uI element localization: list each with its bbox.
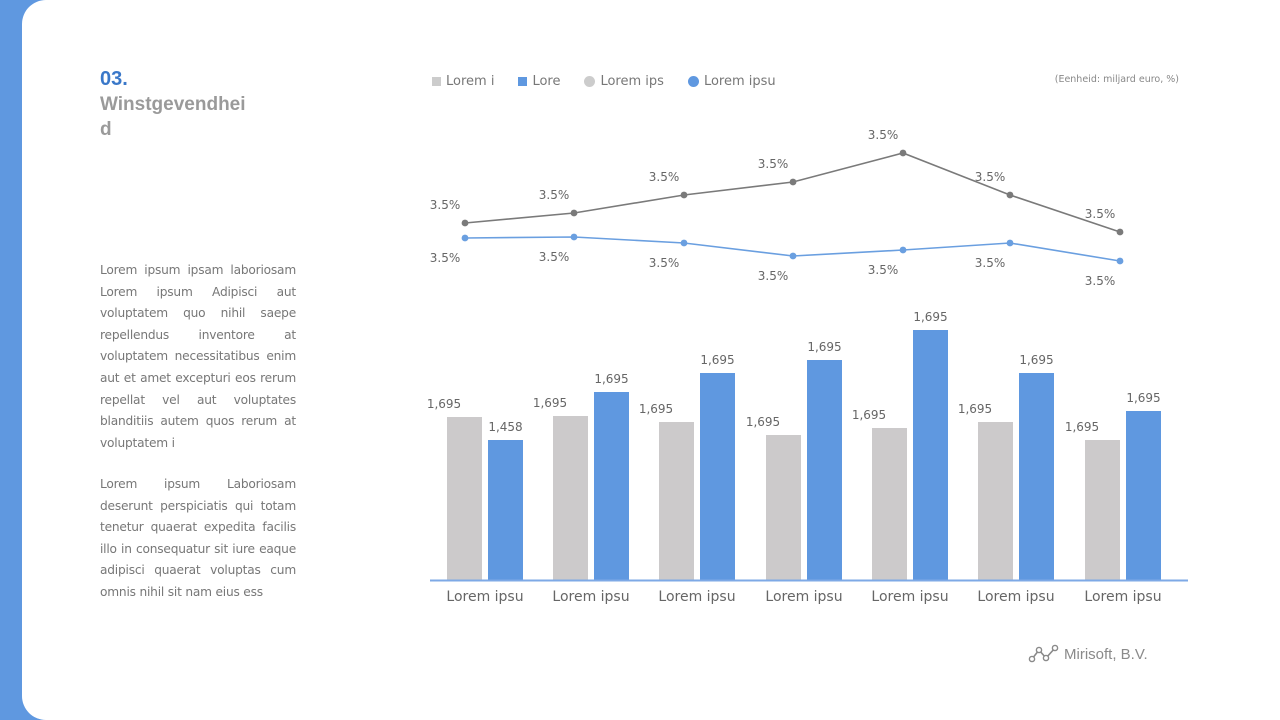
- legend-label: Lorem i: [446, 73, 495, 89]
- data-point: [461, 234, 469, 242]
- data-point: [1116, 228, 1124, 236]
- point-label: 3.5%: [430, 198, 461, 212]
- category-label: Lorem ipsu: [552, 589, 629, 605]
- bar-blue: [1126, 411, 1161, 580]
- legend-swatch-circle-icon: [687, 75, 699, 87]
- legend-label: Lorem ipsu: [703, 73, 776, 89]
- bar-blue: [913, 330, 948, 580]
- bar-value-label: 1,695: [807, 340, 841, 354]
- data-point: [461, 219, 469, 227]
- category-label: Lorem ipsu: [977, 589, 1054, 605]
- data-point: [1006, 191, 1014, 199]
- legend-item-gray-bar: Lorem i: [432, 74, 494, 89]
- data-point: [789, 252, 797, 260]
- point-label: 3.5%: [539, 188, 570, 202]
- point-label: 3.5%: [1085, 207, 1116, 221]
- company-name: Mirisoft, B.V.: [1064, 645, 1148, 663]
- bar-value-label: 1,695: [700, 353, 734, 367]
- point-label: 3.5%: [649, 256, 680, 270]
- legend-swatch-square-icon: [518, 76, 528, 86]
- category-label: Lorem ipsu: [871, 589, 948, 605]
- point-label: 3.5%: [1085, 274, 1116, 288]
- data-point: [899, 246, 907, 254]
- footer-brand: Mirisoft, B.V.: [1028, 644, 1148, 664]
- bar-value-label: 1,458: [488, 420, 522, 434]
- category-label: Lorem ipsu: [446, 589, 523, 605]
- bar-blue: [700, 373, 735, 580]
- data-point: [570, 209, 578, 217]
- legend-label: Lorem ips: [600, 73, 664, 89]
- point-label: 3.5%: [975, 256, 1006, 270]
- category-label: Lorem ipsu: [658, 589, 735, 605]
- legend-swatch-circle-icon: [584, 75, 596, 87]
- legend-item-blue-bar: Lore: [518, 74, 560, 89]
- chart-legend: Lorem i Lore Lorem ips Lorem ipsu: [432, 72, 800, 90]
- bar-value-label: 1,695: [639, 402, 673, 416]
- bar-blue: [488, 440, 523, 580]
- legend-item-gray-line: Lorem ips: [584, 73, 664, 89]
- point-label: 3.5%: [868, 263, 899, 277]
- category-label: Lorem ipsu: [1084, 589, 1161, 605]
- bar-blue: [594, 392, 629, 580]
- data-point: [570, 233, 578, 241]
- point-label: 3.5%: [868, 128, 899, 142]
- category-label: Lorem ipsu: [765, 589, 842, 605]
- data-point: [789, 178, 797, 186]
- bar-value-label: 1,695: [533, 396, 567, 410]
- unit-note: (Eenheid: miljard euro, %): [1054, 74, 1179, 85]
- bar-gray: [447, 417, 482, 580]
- data-point: [1006, 239, 1014, 247]
- bar-value-label: 1,695: [958, 402, 992, 416]
- data-point: [680, 239, 688, 247]
- data-point: [899, 149, 907, 157]
- bar-value-label: 1,695: [1019, 353, 1053, 367]
- bar-blue: [807, 360, 842, 580]
- bar-value-label: 1,695: [913, 310, 947, 324]
- body-paragraph-1: Lorem ipsum ipsam laboriosam Lorem ipsum…: [100, 263, 296, 450]
- bar-gray: [553, 416, 588, 580]
- legend-item-blue-line: Lorem ipsu: [687, 73, 776, 89]
- bar-gray: [1085, 440, 1120, 580]
- point-label: 3.5%: [975, 170, 1006, 184]
- bar-value-label: 1,695: [746, 415, 780, 429]
- line-chart-icon: [1028, 644, 1059, 663]
- bar-gray: [766, 435, 801, 580]
- bar-gray: [978, 422, 1013, 580]
- bar-value-label: 1,695: [1126, 391, 1160, 405]
- body-paragraph-2: Lorem ipsum Laboriosam deserunt perspici…: [100, 477, 296, 599]
- legend-label: Lore: [532, 73, 561, 89]
- bar-gray: [659, 422, 694, 580]
- section-number: 03.: [100, 68, 128, 90]
- bar-value-label: 1,695: [594, 372, 628, 386]
- point-label: 3.5%: [758, 269, 789, 283]
- point-label: 3.5%: [758, 157, 789, 171]
- point-label: 3.5%: [539, 250, 570, 264]
- bar-blue: [1019, 373, 1054, 580]
- data-point: [680, 191, 688, 199]
- legend-swatch-square-icon: [432, 76, 441, 86]
- section-title: Winstgevendheid: [100, 94, 246, 140]
- slide-card: [22, 0, 1280, 720]
- bar-gray: [872, 428, 907, 580]
- bar-value-label: 1,695: [427, 397, 461, 411]
- bar-value-label: 1,695: [852, 408, 886, 422]
- point-label: 3.5%: [430, 251, 461, 265]
- point-label: 3.5%: [649, 170, 680, 184]
- bar-value-label: 1,695: [1065, 420, 1099, 434]
- data-point: [1116, 257, 1124, 265]
